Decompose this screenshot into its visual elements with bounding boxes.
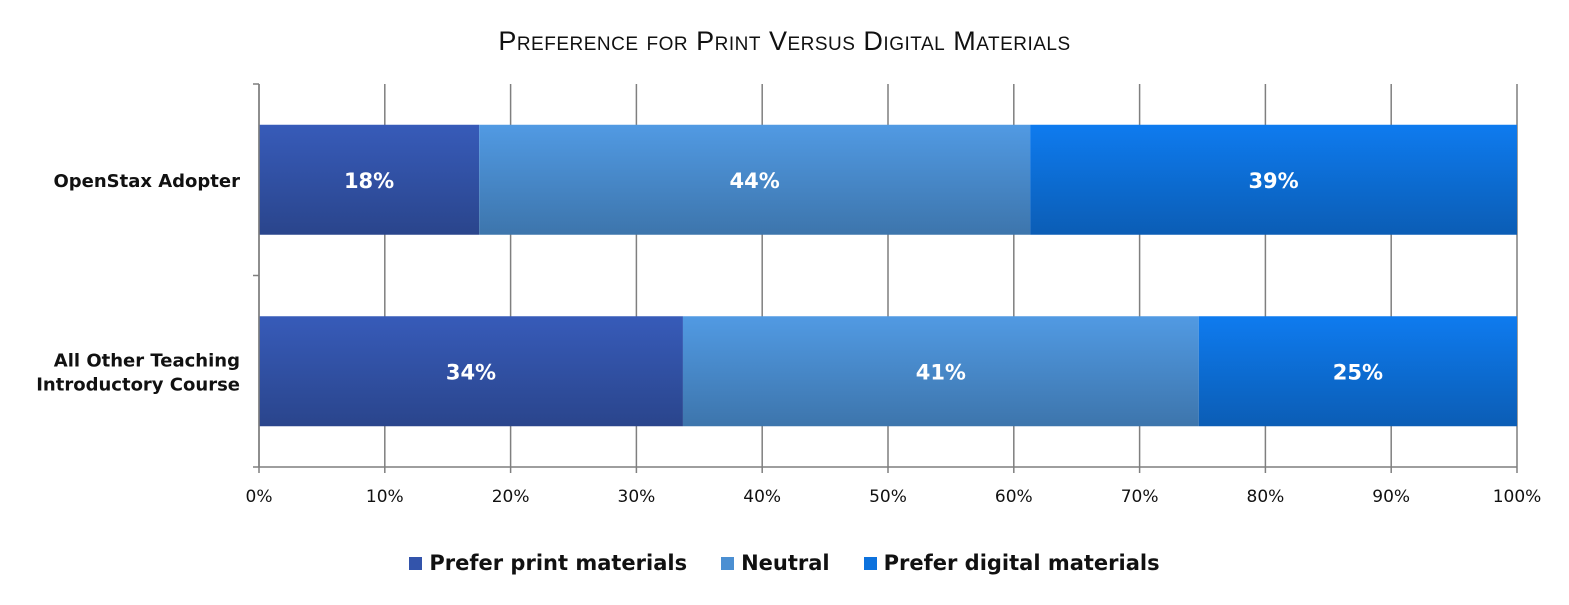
data-label: 41% (916, 360, 966, 384)
bar-segment (682, 316, 1199, 427)
x-tick-label: 40% (743, 487, 781, 507)
data-label: 25% (1333, 360, 1383, 384)
bar-segment (479, 124, 1031, 235)
legend-item: Prefer digital materials (863, 551, 1160, 575)
x-tick-label: 100% (1493, 487, 1542, 507)
data-label: 44% (730, 169, 780, 193)
legend: Prefer print materials Neutral Prefer digi… (0, 551, 1569, 575)
plot-area: 0% 10% 20% 30% 40% 50% 60% 70% 80% 90% 100% 18% 44% 3… (36, 83, 1542, 507)
x-tick-label: 80% (1247, 487, 1285, 507)
data-label: 18% (344, 169, 394, 193)
x-tick-label: 10% (366, 487, 404, 507)
bar-segment (1030, 124, 1517, 235)
category-label: All Other Teaching Introductory Course (36, 350, 240, 395)
x-tick-label: 30% (618, 487, 656, 507)
x-tick-label: 70% (1121, 487, 1159, 507)
x-tick-label: 60% (995, 487, 1033, 507)
legend-swatch (409, 556, 423, 570)
legend-swatch (863, 556, 877, 570)
legend-label: Prefer print materials (429, 551, 688, 575)
bar-segment (259, 316, 683, 427)
data-label: 39% (1248, 169, 1298, 193)
x-tick-label: 50% (869, 487, 907, 507)
bar-segment (259, 124, 480, 235)
x-tick-label: 90% (1372, 487, 1410, 507)
x-tick-label: 0% (246, 487, 273, 507)
legend-swatch (721, 556, 735, 570)
legend-label: Neutral (741, 551, 830, 575)
bar-segment (1198, 316, 1517, 427)
data-label: 34% (446, 360, 496, 384)
x-tick-label: 20% (492, 487, 530, 507)
category-label: OpenStax Adopter (53, 171, 240, 192)
legend-item: Prefer print materials (409, 551, 687, 575)
legend-item: Neutral (721, 551, 830, 575)
chart-title: Preference for Print Versus Digital Mate… (498, 26, 1071, 56)
legend-label: Prefer digital materials (883, 551, 1160, 575)
